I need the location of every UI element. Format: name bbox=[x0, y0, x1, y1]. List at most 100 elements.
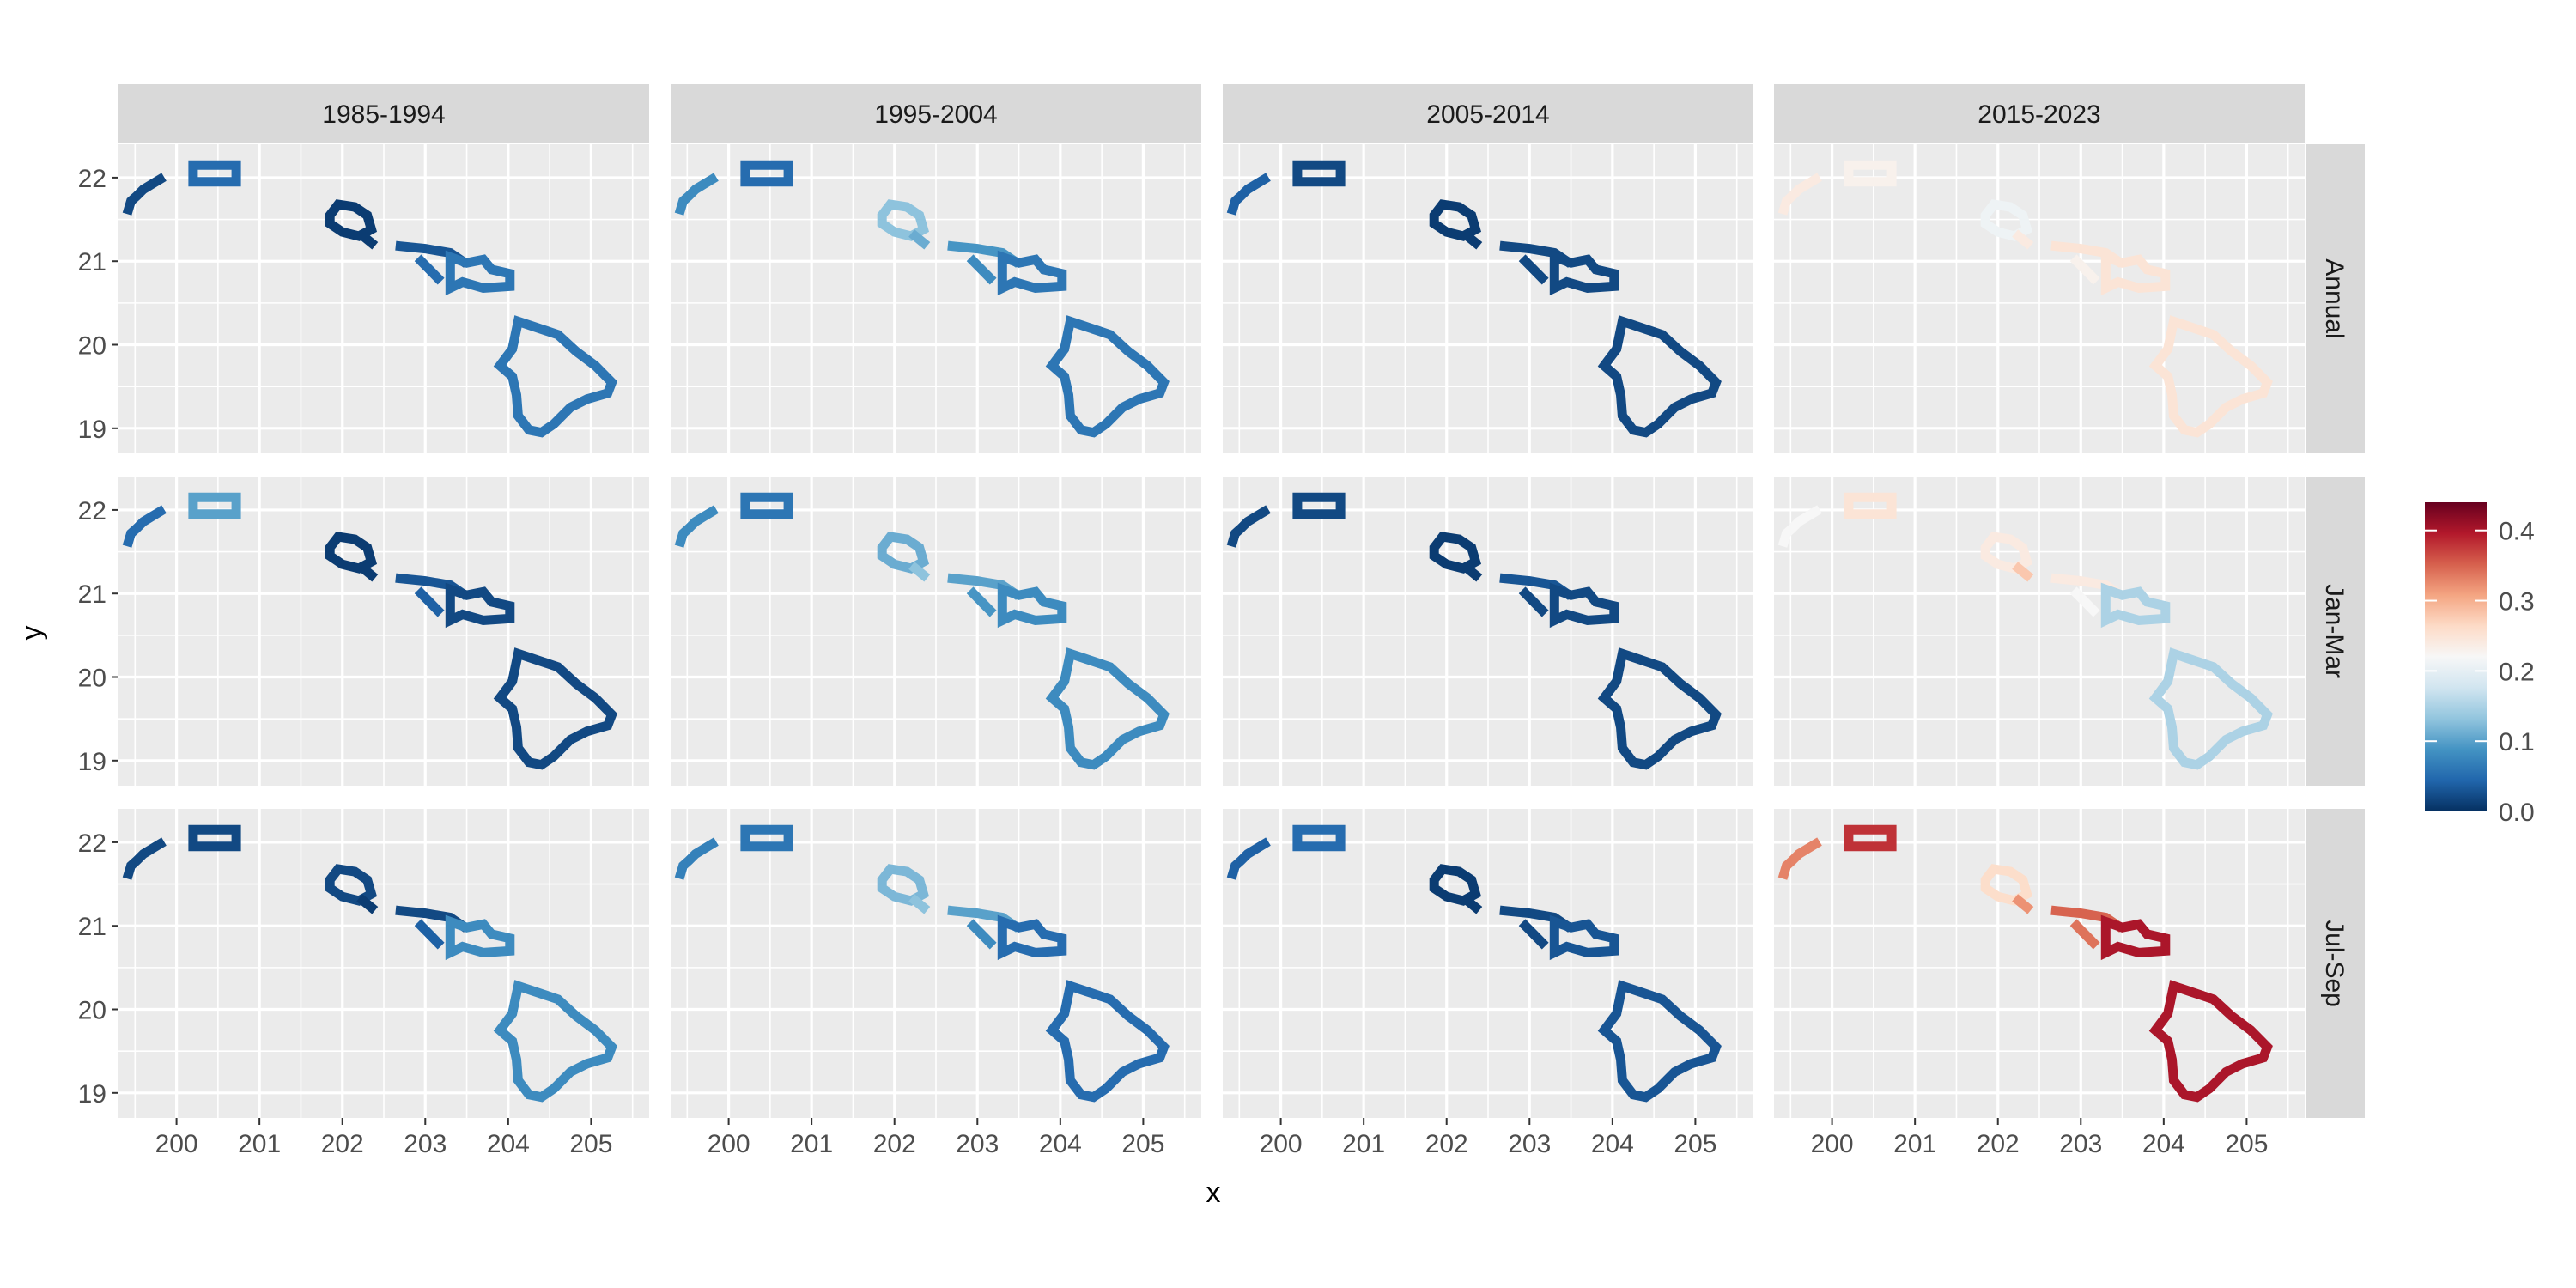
column-strip-label: 2005-2014 bbox=[1426, 100, 1549, 129]
island-outline-lanai bbox=[966, 586, 997, 617]
x-tick-label: 200 bbox=[155, 1130, 198, 1158]
y-tick-label: 19 bbox=[78, 416, 106, 444]
island-outline-lanai bbox=[414, 254, 445, 285]
island-outline-lanai bbox=[2069, 919, 2100, 950]
x-tick-label: 203 bbox=[404, 1130, 447, 1158]
row-strip-label: Annual bbox=[2320, 258, 2348, 338]
x-tick-label: 201 bbox=[238, 1130, 281, 1158]
island-outline-lanai bbox=[2069, 586, 2100, 617]
colorbar bbox=[2425, 502, 2487, 811]
island-outline-oahu bbox=[1980, 199, 2033, 241]
island-outline-oahu bbox=[877, 864, 930, 906]
island-outline-niihau-box bbox=[188, 824, 241, 852]
island-outline-maui bbox=[997, 914, 1067, 961]
island-outline-oahu-tail bbox=[1461, 229, 1483, 250]
island-outline-maui bbox=[1549, 250, 1619, 296]
panel bbox=[671, 809, 1201, 1118]
island-outline-oahu-tail bbox=[1461, 894, 1483, 914]
island-outline-hawaii bbox=[2148, 980, 2273, 1103]
x-tick-label: 205 bbox=[569, 1130, 612, 1158]
colorbar-label: 0.4 bbox=[2499, 518, 2535, 546]
island-outline-oahu bbox=[325, 199, 378, 241]
island-outline-niihau-box bbox=[188, 492, 241, 519]
panel bbox=[1223, 144, 1753, 453]
row-strip-label: Jan-Mar bbox=[2320, 584, 2348, 678]
island-outline-hawaii bbox=[1597, 315, 1722, 438]
x-tick-label: 205 bbox=[1121, 1130, 1164, 1158]
island-outline-oahu bbox=[325, 864, 378, 906]
island-outline-oahu-tail bbox=[2012, 894, 2034, 914]
x-tick-label: 203 bbox=[1508, 1130, 1551, 1158]
island-outline-oahu bbox=[1429, 864, 1482, 906]
island-outline-hawaii bbox=[1045, 647, 1170, 770]
island-outline-kauai bbox=[122, 173, 167, 216]
panel bbox=[671, 144, 1201, 453]
island-outline-kauai bbox=[122, 505, 167, 548]
x-tick-label: 201 bbox=[790, 1130, 833, 1158]
column-strip-label: 1995-2004 bbox=[874, 100, 997, 129]
island-outline-lanai bbox=[1518, 586, 1549, 617]
island-outline-hawaii bbox=[1045, 315, 1170, 438]
x-tick-label: 203 bbox=[2059, 1130, 2102, 1158]
island-outline-lanai bbox=[414, 919, 445, 950]
island-outline-kauai bbox=[1777, 173, 1822, 216]
x-tick-label: 201 bbox=[1893, 1130, 1936, 1158]
island-outline-kauai bbox=[674, 837, 719, 880]
island-outline-niihau-box bbox=[1292, 824, 1346, 852]
panel bbox=[1774, 144, 2305, 453]
island-outline-maui bbox=[445, 250, 515, 296]
color-legend: 0.0 0.1 0.2 0.3 0.4 bbox=[2425, 502, 2535, 827]
colorbar-label: 0.3 bbox=[2499, 588, 2535, 617]
island-outline-niihau-box bbox=[1292, 492, 1346, 519]
island-outline-hawaii bbox=[2148, 315, 2273, 438]
island-outline-oahu-tail bbox=[356, 562, 379, 582]
island-outline-maui bbox=[2100, 914, 2171, 961]
x-tick-label: 202 bbox=[1977, 1130, 2020, 1158]
island-outline-oahu-tail bbox=[908, 894, 931, 914]
y-tick-label: 22 bbox=[78, 165, 106, 193]
island-outline-oahu-tail bbox=[1461, 562, 1483, 582]
island-outline-kauai bbox=[1777, 505, 1822, 548]
island-outline-oahu bbox=[1980, 864, 2033, 906]
panel bbox=[1223, 477, 1753, 786]
y-tick-label: 22 bbox=[78, 497, 106, 526]
facet-strips: 1985-1994 1995-2004 2005-2014 2015-2023 Annu… bbox=[118, 84, 2365, 1118]
island-outline-oahu-tail bbox=[356, 229, 379, 250]
y-tick-label: 20 bbox=[78, 997, 106, 1025]
x-tick-label: 205 bbox=[2225, 1130, 2268, 1158]
x-tick-label: 202 bbox=[1425, 1130, 1468, 1158]
island-outline-maui bbox=[2100, 582, 2171, 629]
island-outline-niihau-box bbox=[740, 824, 793, 852]
colorbar-label: 0.2 bbox=[2499, 658, 2535, 686]
island-outline-niihau-box bbox=[740, 160, 793, 187]
column-strip bbox=[671, 84, 1201, 143]
island-outline-lanai bbox=[1518, 919, 1549, 950]
y-tick-label: 21 bbox=[78, 248, 106, 276]
row-strip bbox=[2306, 809, 2365, 1118]
x-tick-label: 201 bbox=[1342, 1130, 1385, 1158]
x-tick-label: 202 bbox=[873, 1130, 916, 1158]
island-outline-lanai bbox=[966, 254, 997, 285]
x-tick-label: 200 bbox=[1811, 1130, 1854, 1158]
x-tick-label: 203 bbox=[956, 1130, 999, 1158]
row-strip bbox=[2306, 477, 2365, 786]
axes: 19 20 21 22 19 20 21 22 19 20 21 22 200 201 202 203 204 2… bbox=[78, 165, 2269, 1158]
island-outline-hawaii bbox=[1045, 980, 1170, 1103]
island-outline-maui bbox=[997, 250, 1067, 296]
island-outline-oahu-tail bbox=[2012, 562, 2034, 582]
island-outline-kauai bbox=[122, 837, 167, 880]
island-outline-oahu-tail bbox=[908, 229, 931, 250]
y-tick-label: 19 bbox=[78, 748, 106, 776]
x-tick-label: 204 bbox=[2142, 1130, 2185, 1158]
island-outline-maui bbox=[997, 582, 1067, 629]
island-outline-oahu-tail bbox=[908, 562, 931, 582]
column-strip-label: 2015-2023 bbox=[1978, 100, 2100, 129]
island-outline-hawaii bbox=[493, 980, 617, 1103]
island-outline-lanai bbox=[414, 586, 445, 617]
island-outline-oahu bbox=[325, 532, 378, 574]
x-tick-label: 205 bbox=[1674, 1130, 1716, 1158]
island-outline-oahu-tail bbox=[2012, 229, 2034, 250]
island-outline-niihau-box bbox=[1844, 824, 1897, 852]
column-strip-label: 1985-1994 bbox=[322, 100, 445, 129]
